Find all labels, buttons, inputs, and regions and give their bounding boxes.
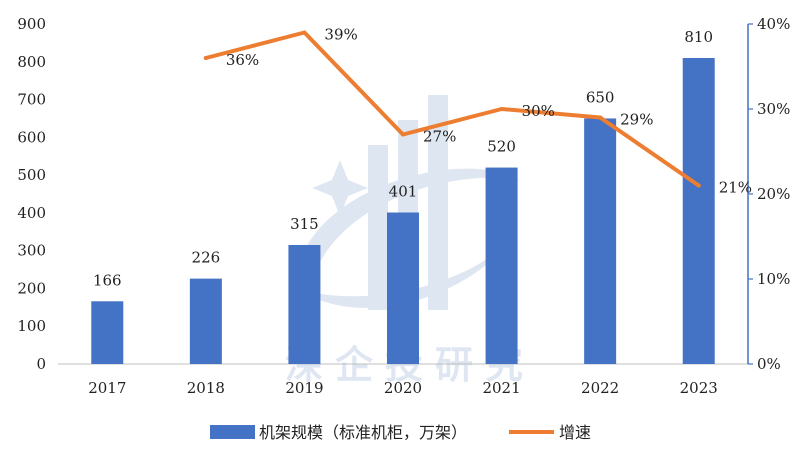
- growth-data-label: 36%: [226, 51, 259, 69]
- bar-data-label: 520: [487, 138, 516, 156]
- y-left-tick-label: 500: [17, 166, 46, 184]
- growth-point: [598, 115, 603, 120]
- x-tick-label: 2020: [384, 379, 422, 397]
- legend-bar-swatch: [210, 425, 255, 439]
- bar: [584, 118, 617, 364]
- y-right-tick-label: 10%: [757, 270, 790, 288]
- growth-point: [401, 132, 405, 137]
- x-tick-label: 2023: [680, 379, 718, 397]
- bar: [189, 278, 222, 364]
- growth-point: [302, 30, 307, 35]
- y-left-tick-label: 600: [17, 128, 46, 146]
- x-tick-label: 2021: [482, 379, 520, 397]
- y-left-tick-label: 700: [17, 91, 46, 109]
- bar: [91, 301, 124, 364]
- y-left-tick-label: 300: [17, 242, 46, 260]
- bar-data-label: 810: [684, 28, 713, 46]
- y-left-tick-label: 900: [17, 15, 46, 33]
- y-left-tick-label: 400: [17, 204, 46, 222]
- growth-data-label: 21%: [719, 179, 752, 197]
- bar: [387, 212, 419, 364]
- y-right-tick-label: 20%: [757, 185, 790, 203]
- y-right-tick-label: 40%: [757, 15, 790, 33]
- legend-line-label: 增速: [559, 423, 591, 442]
- legend-bar-label: 机架规模（标准机柜，万架）: [259, 423, 467, 442]
- y-left-tick-label: 100: [17, 317, 46, 335]
- bar-data-label: 315: [290, 215, 319, 233]
- bar: [682, 58, 715, 364]
- bar: [485, 167, 518, 364]
- growth-data-label: 39%: [324, 26, 357, 44]
- y-left-tick-label: 800: [17, 53, 46, 71]
- bar: [288, 245, 321, 364]
- growth-data-label: 29%: [620, 111, 653, 129]
- bar-data-label: 226: [192, 249, 221, 267]
- x-tick-label: 2019: [285, 379, 323, 397]
- growth-point: [499, 107, 504, 111]
- x-tick-label: 2018: [187, 379, 225, 397]
- growth-point: [696, 183, 701, 188]
- x-tick-label: 2017: [88, 379, 126, 397]
- bar-data-label: 166: [93, 271, 122, 289]
- growth-line: [203, 30, 701, 188]
- y-right-tick-label: 0%: [757, 355, 781, 373]
- y-right-tick-label: 30%: [757, 100, 790, 118]
- y-left-tick-label: 200: [17, 279, 46, 297]
- growth-point: [203, 56, 208, 60]
- bar-data-label: 401: [389, 183, 418, 201]
- bar-data-label: 650: [586, 88, 615, 106]
- y-left-tick-label: 0: [36, 355, 46, 373]
- growth-data-label: 30%: [522, 102, 555, 120]
- x-tick-label: 2022: [581, 379, 619, 397]
- growth-data-label: 27%: [423, 128, 456, 146]
